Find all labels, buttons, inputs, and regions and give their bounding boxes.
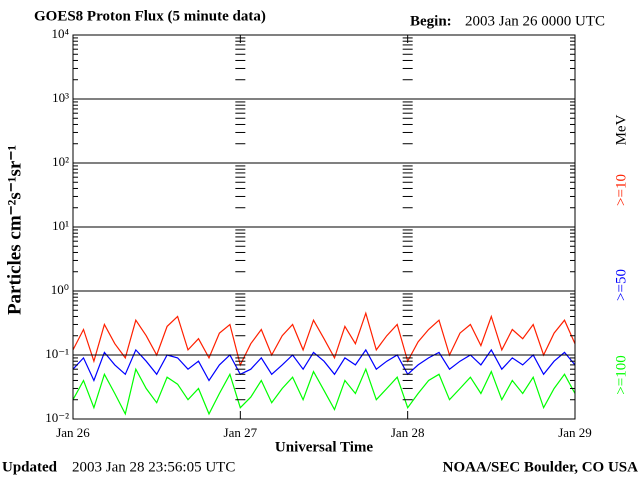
x-tick-label: Jan 26 [56,425,90,440]
updated-value: 2003 Jan 28 23:56:05 UTC [72,459,235,475]
series-line [72,311,576,367]
y-tick-label: 10⁻¹ [45,346,69,361]
x-axis-label: Universal Time [275,439,374,455]
legend-label: >=100 [613,355,629,394]
legend-label: >=10 [613,174,629,206]
legend-label: >=50 [613,269,629,301]
x-tick-label: Jan 27 [224,425,258,440]
y-tick-label: 10⁻² [45,410,69,425]
unit-label: MeV [613,114,629,145]
series-line [72,348,576,383]
y-axis-label: Particles cm⁻²s⁻¹sr⁻¹ [4,145,25,315]
plot-frame [72,34,576,420]
updated-label: Updated [2,459,58,475]
x-tick-label: Jan 29 [558,425,592,440]
series-line [72,367,576,416]
begin-value: 2003 Jan 26 0000 UTC [465,13,605,29]
y-tick-label: 10⁰ [51,282,69,297]
y-tick-label: 10³ [52,90,69,105]
x-tick-label: Jan 28 [391,425,425,440]
y-tick-label: 10⁴ [51,26,69,41]
credit: NOAA/SEC Boulder, CO USA [443,459,638,475]
y-tick-label: 10¹ [52,218,69,233]
y-tick-label: 10² [52,154,69,169]
chart-title: GOES8 Proton Flux (5 minute data) [34,8,266,24]
begin-label: Begin: [410,13,452,29]
